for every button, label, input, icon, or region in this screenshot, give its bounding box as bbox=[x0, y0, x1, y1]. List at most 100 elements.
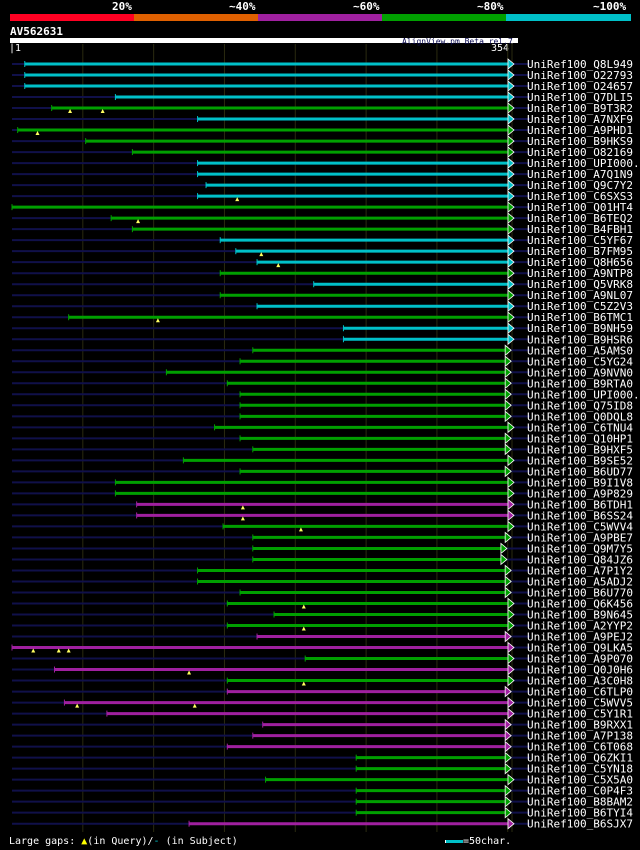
hit-label[interactable]: UniRef100_C6T068 bbox=[527, 741, 633, 754]
hit-label[interactable]: UniRef100_Q0J0H6 bbox=[527, 664, 633, 677]
hit-label[interactable]: UniRef100_B9RXX1 bbox=[527, 719, 633, 732]
hit-arrow-icon bbox=[507, 113, 515, 125]
hit-label[interactable]: UniRef100_A7NXF9 bbox=[527, 113, 633, 126]
hit-label[interactable]: UniRef100_Q9C7Y2 bbox=[527, 179, 633, 192]
query-name: AV562631 bbox=[10, 25, 63, 38]
hit-label[interactable]: UniRef100_Q8L949 bbox=[527, 58, 633, 71]
hit-label[interactable]: UniRef100_Q75ID8 bbox=[527, 399, 633, 412]
hit-arrow-icon bbox=[507, 322, 515, 335]
query-gap-marker-icon bbox=[240, 505, 245, 510]
hit-label[interactable]: UniRef100_Q9M7Y5 bbox=[527, 542, 633, 555]
hit-arrow-icon bbox=[504, 531, 512, 544]
hit-label[interactable]: UniRef100_A2YYP2 bbox=[527, 620, 633, 633]
hit-label[interactable]: UniRef100_C5YF67 bbox=[527, 234, 633, 247]
hit-label[interactable]: UniRef100_C5X5A0 bbox=[527, 774, 633, 787]
hit-label[interactable]: UniRef100_C6TLP0 bbox=[527, 686, 633, 699]
hit-label[interactable]: UniRef100_A9P829 bbox=[527, 487, 633, 500]
hit-arrow-icon bbox=[507, 498, 515, 511]
hit-label[interactable]: UniRef100_C0P4F3 bbox=[527, 785, 633, 798]
hit-label[interactable]: UniRef100_B8BAM2 bbox=[527, 796, 633, 809]
hit-label[interactable]: UniRef100_A9NL07 bbox=[527, 289, 633, 302]
hit-label[interactable]: UniRef100_A7P138 bbox=[527, 730, 633, 743]
hit-label[interactable]: UniRef100_B6TDH1 bbox=[527, 498, 633, 511]
hit-label[interactable]: UniRef100_A9PBE7 bbox=[527, 531, 633, 544]
query-gap-marker-icon bbox=[235, 197, 240, 202]
hit-label[interactable]: UniRef100_B4FBH1 bbox=[527, 223, 633, 236]
query-gap-marker-icon bbox=[187, 670, 192, 675]
hit-label[interactable]: UniRef100_C5YN18 bbox=[527, 763, 633, 776]
hit-arrow-icon bbox=[507, 135, 515, 147]
hit-label[interactable]: UniRef100_Q84JZ6 bbox=[527, 553, 633, 566]
hit-label[interactable]: UniRef100_Q01HT4 bbox=[527, 201, 633, 214]
hit-label[interactable]: UniRef100_UPI000.. bbox=[527, 157, 640, 170]
hit-arrow-icon bbox=[507, 454, 515, 467]
hit-label[interactable]: UniRef100_Q5VRK8 bbox=[527, 278, 633, 291]
hit-label[interactable]: UniRef100_B9HKS9 bbox=[527, 135, 633, 148]
hit-arrow-icon bbox=[507, 421, 515, 434]
hit-arrow-icon bbox=[504, 751, 512, 764]
hit-label[interactable]: UniRef100_B9HXF5 bbox=[527, 443, 633, 456]
hit-arrow-icon bbox=[504, 344, 512, 357]
hit-label[interactable]: UniRef100_B9T3R2 bbox=[527, 102, 633, 115]
hit-label[interactable]: UniRef100_A9PHD1 bbox=[527, 124, 633, 137]
hit-arrow-icon bbox=[507, 289, 515, 302]
hit-label[interactable]: UniRef100_A9P070 bbox=[527, 653, 633, 666]
hit-label[interactable]: UniRef100_C5WVV4 bbox=[527, 520, 633, 533]
hit-label[interactable]: UniRef100_B7FM95 bbox=[527, 245, 633, 258]
hit-label[interactable]: UniRef100_O22793 bbox=[527, 69, 633, 82]
hit-label[interactable]: UniRef100_B6SS24 bbox=[527, 509, 633, 522]
hit-label[interactable]: UniRef100_A7Q1N9 bbox=[527, 168, 633, 181]
hit-label[interactable]: UniRef100_B6SJX7 bbox=[527, 818, 633, 831]
hit-arrow-icon bbox=[507, 663, 515, 676]
hit-label[interactable]: UniRef100_B9RTA0 bbox=[527, 377, 633, 390]
hit-arrow-icon bbox=[507, 278, 515, 291]
hit-arrow-icon bbox=[504, 586, 512, 599]
legend-subject-text: (in Subject) bbox=[159, 836, 238, 847]
hit-label[interactable]: UniRef100_Q7DLI5 bbox=[527, 91, 633, 104]
hit-arrow-icon bbox=[500, 553, 508, 566]
hit-label[interactable]: UniRef100_B9HSR6 bbox=[527, 333, 633, 346]
hit-label[interactable]: UniRef100_A9PEJ2 bbox=[527, 631, 633, 644]
hit-label[interactable]: UniRef100_C6TNU4 bbox=[527, 421, 633, 434]
hit-label[interactable]: UniRef100_UPI000.. bbox=[527, 388, 640, 401]
hit-label[interactable]: UniRef100_Q6K456 bbox=[527, 597, 633, 610]
hit-label[interactable]: UniRef100_B6U770 bbox=[527, 586, 633, 599]
hit-label[interactable]: UniRef100_B6TEQ2 bbox=[527, 212, 633, 225]
hit-label[interactable]: UniRef100_B9N645 bbox=[527, 609, 633, 622]
hit-label[interactable]: UniRef100_B6UD77 bbox=[527, 465, 633, 478]
credit-text: AlignView.pm Beta rel.7 bbox=[402, 37, 513, 46]
scale-text: =50char. bbox=[463, 836, 512, 847]
hit-label[interactable]: UniRef100_C5YG24 bbox=[527, 355, 633, 368]
hit-arrow-icon bbox=[507, 311, 515, 324]
ruler-end-label: 354| bbox=[491, 43, 516, 54]
hit-label[interactable]: UniRef100_Q10HP1 bbox=[527, 432, 633, 445]
hit-label[interactable]: UniRef100_A5AMS0 bbox=[527, 344, 633, 357]
hit-arrow-icon bbox=[504, 366, 512, 379]
hit-label[interactable]: UniRef100_O82169 bbox=[527, 146, 633, 159]
hit-label[interactable]: UniRef100_Q9LKA5 bbox=[527, 642, 633, 655]
hit-arrow-icon bbox=[504, 443, 512, 456]
hit-label[interactable]: UniRef100_Q0DQL8 bbox=[527, 410, 633, 423]
hit-label[interactable]: UniRef100_C6SXS3 bbox=[527, 190, 633, 203]
hit-label[interactable]: UniRef100_A9NTP8 bbox=[527, 267, 633, 280]
hit-label[interactable]: UniRef100_B9NH59 bbox=[527, 322, 633, 335]
hit-label[interactable]: UniRef100_A5ADJ2 bbox=[527, 575, 633, 588]
hit-label[interactable]: UniRef100_C5WVV5 bbox=[527, 697, 633, 710]
scale-legend: =50char. bbox=[445, 836, 511, 847]
hit-label[interactable]: UniRef100_A7P1Y2 bbox=[527, 564, 633, 577]
hit-label[interactable]: UniRef100_A3C0H8 bbox=[527, 675, 633, 688]
hit-label[interactable]: UniRef100_B6TYI4 bbox=[527, 807, 633, 820]
hit-arrow-icon bbox=[507, 234, 515, 247]
hit-label[interactable]: UniRef100_Q8H656 bbox=[527, 256, 633, 269]
hit-label[interactable]: UniRef100_B6TMC1 bbox=[527, 311, 633, 324]
hit-label[interactable]: UniRef100_B9I1V8 bbox=[527, 476, 633, 489]
hit-arrow-icon bbox=[507, 168, 515, 180]
hit-label[interactable]: UniRef100_C5Z2V3 bbox=[527, 300, 633, 313]
hit-label[interactable]: UniRef100_O24657 bbox=[527, 80, 633, 93]
query-gap-marker-icon bbox=[66, 648, 71, 653]
hit-label[interactable]: UniRef100_B9SE52 bbox=[527, 454, 633, 467]
hit-label[interactable]: UniRef100_C5Y1R1 bbox=[527, 708, 633, 721]
hit-label[interactable]: UniRef100_Q6ZKI1 bbox=[527, 752, 633, 765]
hit-label[interactable]: UniRef100_A9NVN0 bbox=[527, 366, 633, 379]
